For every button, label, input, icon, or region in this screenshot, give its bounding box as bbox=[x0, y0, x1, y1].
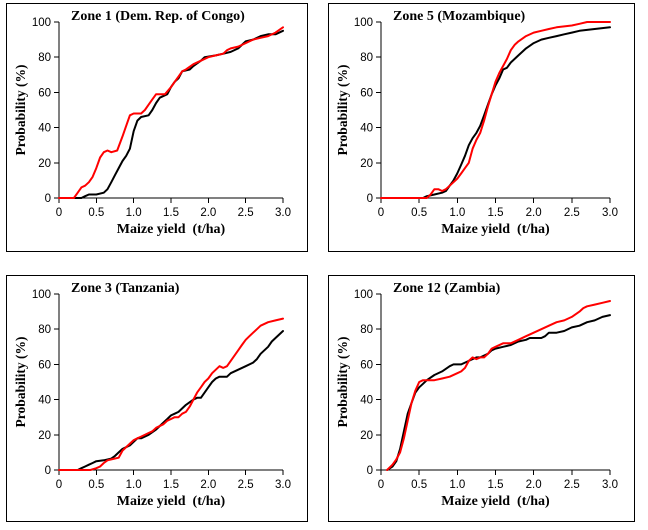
x-tick-label: 3.0 bbox=[275, 207, 291, 219]
y-tick-label: 20 bbox=[38, 158, 51, 170]
y-tick-label: 100 bbox=[32, 17, 51, 29]
chart-panel-zone-5-mozambique: 0 20 40 60 80 100 0 0.5 1.0 1.5 2.0 2.5 3.0 Probabil… bbox=[328, 3, 635, 252]
y-tick-label: 100 bbox=[354, 289, 373, 301]
x-tick-label: 3.0 bbox=[602, 207, 618, 219]
x-axis-label: Maize yield (t/ha) bbox=[441, 494, 550, 509]
cdf-curve-black-line bbox=[380, 26, 611, 199]
x-tick-label: 0.5 bbox=[411, 207, 427, 219]
x-tick-label: 1.5 bbox=[163, 207, 179, 219]
chart-title: Zone 1 (Dem. Rep. of Congo) bbox=[71, 9, 245, 24]
y-tick-label: 80 bbox=[360, 324, 373, 336]
y-tick-label: 0 bbox=[45, 465, 51, 477]
plot-zone-1-congo: 0 20 40 60 80 100 0 0.5 1.0 1.5 2.0 2.5 3.0 bbox=[32, 17, 291, 219]
x-tick-label: 0 bbox=[56, 479, 62, 491]
x-tick-label: 0.5 bbox=[88, 479, 104, 491]
y-tick-label: 0 bbox=[367, 465, 373, 477]
cdf-curve-red-line bbox=[386, 300, 611, 471]
x-axis-label: Maize yield (t/ha) bbox=[441, 222, 550, 237]
y-tick-label: 20 bbox=[360, 158, 373, 170]
x-tick-label: 1.0 bbox=[126, 479, 142, 491]
chart-title: Zone 3 (Tanzania) bbox=[71, 281, 180, 296]
y-tick-label: 40 bbox=[38, 123, 51, 135]
y-tick-label: 80 bbox=[38, 52, 51, 64]
x-tick-label: 2.0 bbox=[526, 207, 542, 219]
plot-zone-3-tanzania: 0 20 40 60 80 100 0 0.5 1.0 1.5 2.0 2.5 3.0 bbox=[32, 289, 291, 491]
y-tick-label: 40 bbox=[38, 395, 51, 407]
x-tick-label: 1.5 bbox=[163, 479, 179, 491]
x-tick-label: 2.5 bbox=[238, 479, 254, 491]
cdf-curve-red-line bbox=[58, 26, 284, 199]
chart-panel-zone-3-tanzania: 0 20 40 60 80 100 0 0.5 1.0 1.5 2.0 2.5 3.0 Probabil… bbox=[6, 275, 308, 522]
x-tick-label: 0 bbox=[378, 479, 384, 491]
y-tick-label: 100 bbox=[354, 17, 373, 29]
y-tick-label: 40 bbox=[360, 123, 373, 135]
chart-title: Zone 5 (Mozambique) bbox=[393, 9, 526, 24]
chart-panel-zone-1-congo: 0 20 40 60 80 100 0 0.5 1.0 1.5 2.0 2.5 3.0 Probabil… bbox=[6, 3, 308, 252]
cdf-curve-red-line bbox=[380, 21, 611, 199]
y-tick-label: 60 bbox=[360, 87, 373, 99]
x-tick-label: 1.5 bbox=[488, 207, 504, 219]
cdf-curve-black-line bbox=[58, 29, 284, 199]
y-tick-label: 60 bbox=[360, 359, 373, 371]
x-tick-label: 0 bbox=[378, 207, 384, 219]
y-tick-label: 40 bbox=[360, 395, 373, 407]
x-tick-label: 2.0 bbox=[526, 479, 542, 491]
x-tick-label: 1.5 bbox=[488, 479, 504, 491]
x-tick-label: 1.0 bbox=[126, 207, 142, 219]
y-axis-label: Probability (%) bbox=[13, 336, 28, 428]
x-tick-label: 0 bbox=[56, 207, 62, 219]
y-axis-label: Probability (%) bbox=[335, 336, 350, 428]
x-tick-label: 1.0 bbox=[449, 479, 465, 491]
y-tick-label: 60 bbox=[38, 87, 51, 99]
y-tick-label: 0 bbox=[45, 193, 51, 205]
y-tick-label: 60 bbox=[38, 359, 51, 371]
y-tick-label: 0 bbox=[367, 193, 373, 205]
plot-zone-12-zambia: 0 20 40 60 80 100 0 0.5 1.0 1.5 2.0 2.5 3.0 bbox=[354, 289, 618, 491]
x-tick-label: 1.0 bbox=[449, 207, 465, 219]
x-tick-label: 0.5 bbox=[411, 479, 427, 491]
x-axis-label: Maize yield (t/ha) bbox=[116, 222, 226, 237]
y-tick-label: 80 bbox=[360, 52, 373, 64]
x-tick-label: 0.5 bbox=[88, 207, 104, 219]
x-tick-label: 2.5 bbox=[238, 207, 254, 219]
cdf-curve-red-line bbox=[58, 317, 284, 471]
y-axis-label: Probability (%) bbox=[13, 64, 28, 156]
y-tick-label: 20 bbox=[38, 430, 51, 442]
x-axis-label: Maize yield (t/ha) bbox=[116, 494, 226, 509]
x-tick-label: 2.5 bbox=[564, 207, 580, 219]
x-tick-label: 3.0 bbox=[602, 479, 618, 491]
x-tick-label: 2.0 bbox=[200, 207, 216, 219]
x-tick-label: 3.0 bbox=[275, 479, 291, 491]
y-tick-label: 100 bbox=[32, 289, 51, 301]
x-tick-label: 2.5 bbox=[564, 479, 580, 491]
y-tick-label: 20 bbox=[360, 430, 373, 442]
cdf-curve-black-line bbox=[386, 314, 611, 471]
y-tick-label: 80 bbox=[38, 324, 51, 336]
chart-panel-zone-12-zambia: 0 20 40 60 80 100 0 0.5 1.0 1.5 2.0 2.5 3.0 Probabil… bbox=[328, 275, 635, 522]
cdf-curve-black-line bbox=[58, 330, 284, 471]
chart-title: Zone 12 (Zambia) bbox=[393, 281, 501, 296]
y-axis-label: Probability (%) bbox=[335, 64, 350, 156]
x-tick-label: 2.0 bbox=[200, 479, 216, 491]
plot-zone-5-mozambique: 0 20 40 60 80 100 0 0.5 1.0 1.5 2.0 2.5 3.0 bbox=[354, 17, 618, 219]
